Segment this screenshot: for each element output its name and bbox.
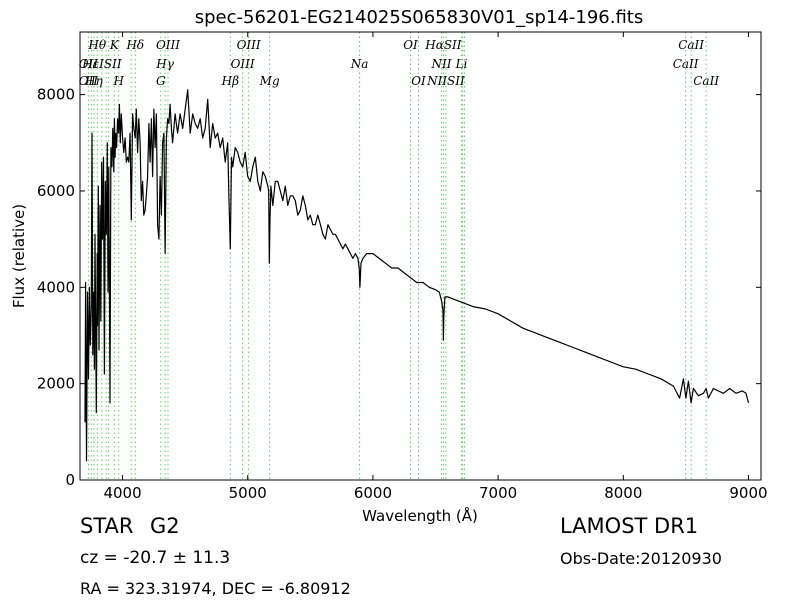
line-marker-label-10: Hγ xyxy=(155,57,174,71)
y-tick-label-1: 2000 xyxy=(37,375,75,393)
object-class: STAR xyxy=(80,514,134,538)
line-marker-label-8: OII xyxy=(79,57,99,71)
line-marker-label-16: OII xyxy=(79,74,99,88)
y-tick-label-3: 6000 xyxy=(37,182,75,200)
y-axis: 0 2000 4000 6000 8000 xyxy=(37,86,761,489)
spectrum-line xyxy=(84,89,750,462)
line-marker-label-18: H xyxy=(112,74,124,88)
line-marker-label-2: Hδ xyxy=(125,38,144,52)
line-marker-label-24: CaII xyxy=(693,74,719,88)
line-marker-label-22: OI xyxy=(411,74,426,88)
plot-frame xyxy=(79,31,762,481)
redshift-readout: cz = -20.7 ± 11.3 xyxy=(80,548,231,568)
line-marker-label-6: HαSII xyxy=(424,38,462,52)
observation-date: Obs-Date:20120930 xyxy=(560,549,722,568)
line-marker-label-19: G xyxy=(156,74,166,88)
object-subclass: G2 xyxy=(150,514,180,538)
chart-title: spec-56201-EG214025S065830V01_sp14-196.f… xyxy=(195,7,643,28)
x-tick-label-2: 6000 xyxy=(354,484,392,502)
coordinates-readout: RA = 323.31974, DEC = -6.80912 xyxy=(80,579,351,598)
x-tick-label-3: 7000 xyxy=(479,484,517,502)
line-marker-label-20: Hβ xyxy=(221,74,239,88)
line-marker-label-15: CaII xyxy=(673,57,699,71)
line-marker-label-5: OI xyxy=(403,38,418,52)
survey-name: LAMOST DR1 xyxy=(560,514,699,538)
x-tick-label-4: 8000 xyxy=(604,484,642,502)
x-axis-label: Wavelength (Å) xyxy=(362,506,478,525)
line-markers xyxy=(87,32,707,480)
line-marker-label-11: OIII xyxy=(231,57,255,71)
y-tick-label-2: 4000 xyxy=(37,278,75,296)
line-marker-label-13: NII xyxy=(431,57,452,71)
line-marker-label-12: Na xyxy=(350,57,369,71)
line-marker-label-4: OIII xyxy=(237,38,261,52)
line-marker-label-23: NIISII xyxy=(426,74,465,88)
y-axis-label: Flux (relative) xyxy=(10,204,28,308)
line-marker-label-7: CaII xyxy=(678,38,704,52)
x-tick-label-5: 9000 xyxy=(729,484,767,502)
line-marker-label-1: K xyxy=(109,38,120,52)
x-axis: 4000 5000 6000 7000 8000 9000 xyxy=(103,32,768,502)
line-marker-label-3: OIII xyxy=(156,38,180,52)
line-marker-label-17: Hη xyxy=(84,74,103,88)
line-marker-label-9: HεISII xyxy=(81,57,122,71)
line-marker-label-0: Hθ xyxy=(87,38,106,52)
x-tick-label-1: 5000 xyxy=(229,484,267,502)
x-tick-label-0: 4000 xyxy=(103,484,141,502)
line-marker-label-21: Mg xyxy=(259,74,280,88)
y-tick-label-0: 0 xyxy=(65,471,75,489)
line-marker-label-14: Li xyxy=(455,57,468,71)
y-tick-label-4: 8000 xyxy=(37,86,75,104)
